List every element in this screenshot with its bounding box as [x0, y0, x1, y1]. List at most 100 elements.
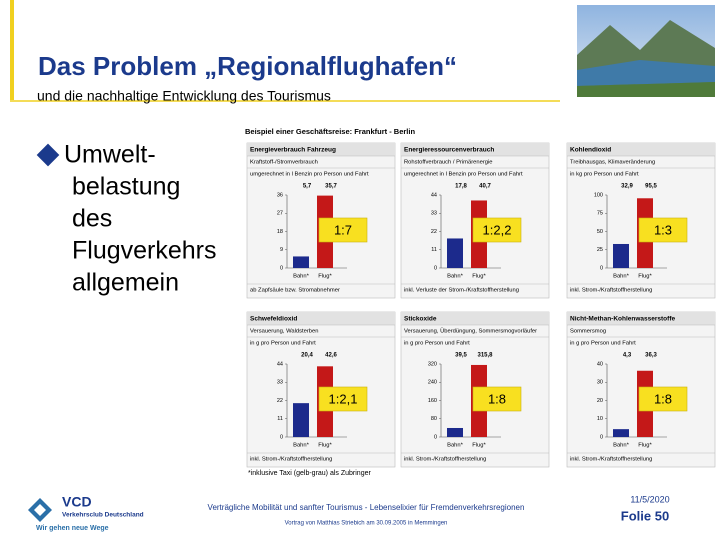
figure-title: Beispiel einer Geschäftsreise: Frankfurt… — [245, 127, 415, 136]
panel-subtitle: Kraftstoff-/Stromverbrauch — [250, 160, 318, 166]
category-label: Bahn* — [293, 274, 310, 280]
accent-bar — [10, 0, 14, 100]
panel-subtitle: umgerechnet in l Benzin pro Person und F… — [404, 172, 523, 178]
category-label: Flug* — [318, 443, 332, 449]
bullet-line: Flugverkehrs — [72, 237, 217, 265]
y-tick-label: 11 — [277, 416, 283, 422]
panel-title: Energieverbrauch Fahrzeug — [250, 147, 336, 154]
value-label: 32,9 — [621, 184, 633, 190]
panel-header-bg — [567, 143, 715, 156]
category-label: Flug* — [472, 274, 486, 280]
category-label: Flug* — [472, 443, 486, 449]
ratio-box — [318, 386, 368, 412]
value-label: 35,7 — [325, 184, 337, 190]
panel-note: inkl. Strom-/Kraftstoffherstellung — [570, 457, 652, 463]
panel-title: Nicht-Methan-Kohlenwasserstoffe — [570, 316, 675, 323]
slide-number: Folie 50 — [621, 508, 669, 523]
y-tick-label: 0 — [280, 265, 283, 271]
slide-subtitle: und die nachhaltige Entwicklung des Tour… — [37, 88, 331, 104]
panel-header-bg — [247, 312, 395, 325]
chart-panel: Energieverbrauch Fahrzeug Kraftstoff-/Str… — [246, 142, 396, 299]
slide-title: Das Problem „Regionalflughafen“ — [38, 51, 457, 81]
ratio-label: 1:3 — [654, 222, 672, 237]
panel-subtitle: in g pro Person und Fahrt — [570, 341, 636, 347]
y-tick-label: 20 — [597, 398, 603, 404]
panel-subtitle: in g pro Person und Fahrt — [250, 341, 316, 347]
y-tick-label: 80 — [431, 416, 437, 422]
panel-note: inkl. Strom-/Kraftstoffherstellung — [404, 457, 486, 463]
value-label: 42,6 — [325, 353, 337, 359]
bar — [613, 429, 629, 437]
bar — [447, 238, 463, 268]
ratio-label: 1:2,1 — [329, 391, 358, 406]
bar — [613, 243, 629, 268]
category-label: Bahn* — [293, 443, 310, 449]
logo-slogan: Wir gehen neue Wege — [36, 525, 109, 532]
logo-org: Verkehrsclub Deutschland — [62, 512, 144, 519]
value-label: 95,5 — [645, 184, 657, 190]
y-tick-label: 25 — [597, 247, 603, 253]
category-label: Flug* — [638, 274, 652, 280]
y-tick-label: 0 — [434, 265, 437, 271]
header-photo — [577, 5, 715, 97]
y-tick-label: 160 — [428, 398, 437, 404]
panel-subtitle: Versauerung, Waldsterben — [250, 329, 318, 335]
y-tick-label: 44 — [277, 361, 283, 367]
value-label: 17,8 — [455, 184, 467, 190]
panel-note: inkl. Verluste der Strom-/Kraftstoffhers… — [404, 288, 519, 294]
ratio-label: 1:7 — [334, 222, 352, 237]
y-tick-label: 10 — [597, 416, 603, 422]
footer-text: Verträgliche Mobilität und sanfter Touri… — [208, 503, 525, 512]
category-label: Bahn* — [613, 443, 630, 449]
y-tick-label: 50 — [597, 229, 603, 235]
value-label: 5,7 — [303, 184, 312, 190]
category-label: Flug* — [638, 443, 652, 449]
ratio-label: 1:2,2 — [483, 222, 512, 237]
y-tick-label: 22 — [431, 229, 437, 235]
panel-header-bg — [247, 143, 395, 156]
category-label: Flug* — [318, 274, 332, 280]
panel-subtitle: Versauerung, Überdüngung, Sommersmogvorl… — [404, 328, 537, 335]
y-tick-label: 30 — [597, 380, 603, 386]
y-tick-label: 33 — [431, 211, 437, 217]
y-tick-label: 75 — [597, 211, 603, 217]
ratio-box — [472, 386, 522, 412]
panel-subtitle: Rohstoffverbrauch / Primärenergie — [404, 160, 493, 166]
panel-subtitle: in kg pro Person und Fahrt — [570, 172, 639, 178]
y-tick-label: 0 — [434, 434, 437, 440]
bullet-text: Umwelt-belastung des Flugverkehrs allgemein — [64, 141, 217, 297]
bar — [447, 427, 463, 437]
panel-subtitle: Treibhausgas, Klimaveränderung — [570, 160, 655, 166]
logo — [28, 498, 52, 522]
figure-footnote: *inklusive Taxi (gelb-grau) als Zubringe… — [248, 470, 371, 477]
bullet-line: des — [72, 205, 112, 233]
y-tick-label: 11 — [431, 247, 437, 253]
panel-header-bg — [401, 143, 549, 156]
figure-panels: Energieverbrauch Fahrzeug Kraftstoff-/Str… — [246, 142, 716, 468]
panel-title: Energieressourcenverbrauch — [404, 147, 494, 154]
panel-subtitle: umgerechnet in l Benzin pro Person und F… — [250, 172, 369, 178]
y-tick-label: 27 — [277, 211, 283, 217]
y-tick-label: 33 — [277, 380, 283, 386]
value-label: 20,4 — [301, 353, 313, 359]
chart-panel: Nicht-Methan-Kohlenwasserstoffe Sommersmo… — [566, 311, 716, 468]
value-label: 40,7 — [479, 184, 491, 190]
bullet-line: belastung — [72, 173, 180, 201]
panel-note: inkl. Strom-/Kraftstoffherstellung — [250, 457, 332, 463]
bullet-line: Umwelt- — [64, 141, 156, 169]
chart-panel: Energieressourcenverbrauch Rohstoffverbra… — [400, 142, 550, 299]
ratio-box — [638, 386, 688, 412]
y-tick-label: 22 — [277, 398, 283, 404]
category-label: Bahn* — [613, 274, 630, 280]
ratio-box — [638, 217, 688, 243]
panel-subtitle: in g pro Person und Fahrt — [404, 341, 470, 347]
chart-panel: Stickoxide Versauerung, Überdüngung, Somm… — [400, 311, 550, 468]
y-tick-label: 0 — [600, 434, 603, 440]
ratio-box — [472, 217, 522, 243]
y-tick-label: 36 — [277, 192, 283, 198]
bar — [293, 403, 309, 437]
value-label: 39,5 — [455, 353, 467, 359]
y-tick-label: 40 — [597, 361, 603, 367]
footer-speaker: Vortrag von Matthias Striebich am 30.09.… — [285, 521, 448, 527]
